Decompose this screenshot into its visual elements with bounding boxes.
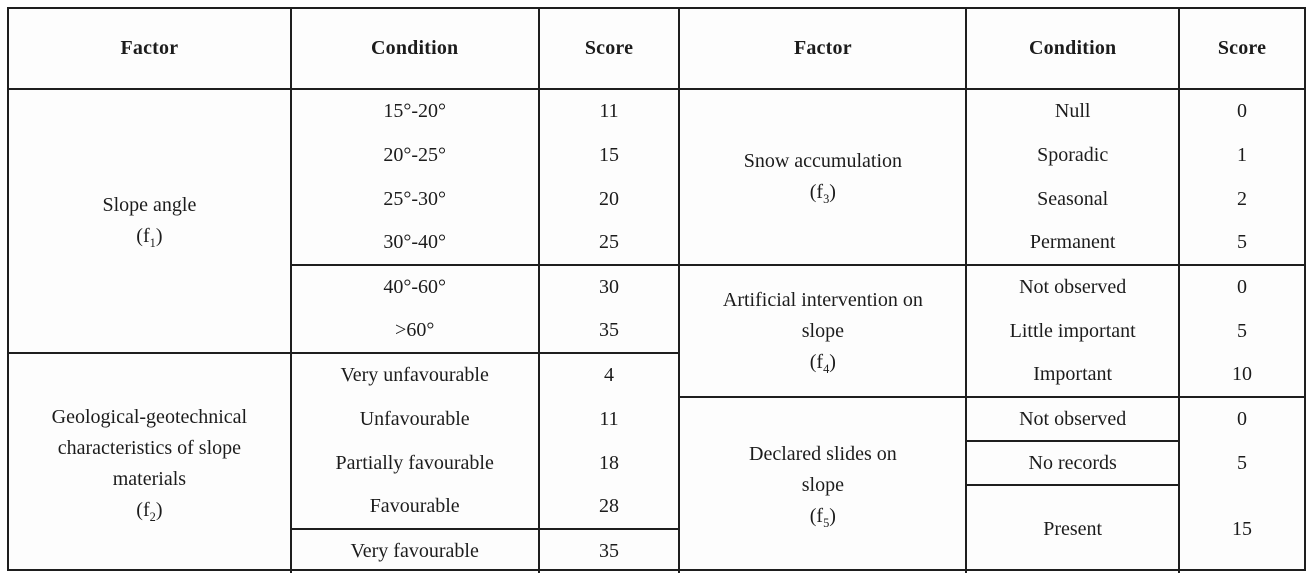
factor-symbol: (f5) [809,505,836,530]
condition-cell: Null [965,89,1180,133]
table-row: 30°-40° 25 [9,221,679,266]
score-cell: 2 [1178,177,1304,221]
score-cell: 11 [537,397,679,441]
score-cell: 20 [537,177,679,221]
condition-cell: Important [965,353,1180,398]
condition-cell: No records [965,441,1180,486]
factor-label: Snow accumulation (f3) [744,146,902,208]
score-cell: 1 [1178,133,1304,177]
factor-name: Artificial intervention on [722,288,923,311]
condition-cell: Not observed [965,265,1180,309]
condition-cell: 30°-40° [289,221,539,266]
table-row: 40°-60° 30 [9,265,679,309]
factor-cell-f1: Slope angle (f1) [9,89,291,354]
table-row: 25°-30° 20 [9,177,679,221]
score-cell: 0 [1178,397,1304,441]
condition-cell: Present [965,485,1180,573]
header-score: Score [1178,9,1304,90]
factor-label: Declared slides on slope (f5) [749,439,897,532]
condition-cell: Very favourable [289,529,539,573]
score-cell: 0 [1178,89,1304,133]
header-row: Factor Condition Score [679,9,1304,90]
header-factor: Factor [9,9,291,90]
table-row: Declared slides on slope (f5) Not observ… [679,397,1304,529]
score-cell: 0 [1178,265,1304,309]
header-score: Score [537,9,679,90]
score-cell: 30 [537,265,679,309]
factor-label: Geological-geotechnical characteristics … [52,402,247,526]
factor-cell-f2: Geological-geotechnical characteristics … [9,353,291,573]
condition-cell: Little important [965,309,1180,353]
header-condition: Condition [289,9,539,90]
score-cell: 25 [537,221,679,266]
right-table: Factor Condition Score Snow accumulation… [678,9,1304,573]
table-row: Permanent 5 [679,221,1304,266]
factor-cell-f5: Declared slides on slope (f5) [679,397,966,573]
score-cell: 11 [537,89,679,133]
table-row: Snow accumulation (f3) Null 0 [679,89,1304,266]
condition-cell: Unfavourable [289,397,539,441]
table-row: >60° 35 [9,309,679,354]
table-row: Sporadic 1 [679,133,1304,177]
score-cell: 5 [1178,441,1304,485]
score-cell: 15 [1178,485,1304,573]
condition-cell: 25°-30° [289,177,539,221]
table-row: Present 15 [679,485,1304,573]
score-cell: 5 [1178,221,1304,266]
factor-cell-f3: Snow accumulation (f3) [679,89,967,266]
table-row: Seasonal 2 [679,177,1304,221]
factor-name: Geological-geotechnical [51,405,248,428]
condition-cell: Not observed [965,397,1180,442]
factor-name: Snow accumulation [743,150,903,172]
score-cell: 28 [537,485,679,530]
condition-cell: Favourable [289,485,539,530]
factor-symbol: (f1) [136,225,163,250]
table-row: No records 5 [679,441,1304,486]
score-cell: 18 [537,441,679,485]
factor-symbol: (f4) [809,350,836,376]
condition-cell: 40°-60° [289,265,539,309]
header-factor: Factor [679,9,967,90]
factor-name: Slope angle [102,194,197,216]
factor-scoring-table: Factor Condition Score Slope angle (f1) … [7,7,1306,573]
condition-cell: >60° [289,309,539,354]
left-table: Factor Condition Score Slope angle (f1) … [9,9,679,573]
table-row: Important 10 [679,353,1304,398]
factor-name: Declared slides on [749,443,897,465]
condition-cell: 20°-25° [289,133,539,177]
factor-cell-f4: Artificial intervention on slope (f4) [679,265,967,398]
condition-cell: Sporadic [965,133,1180,177]
condition-cell: Permanent [965,221,1180,266]
factor-label: Slope angle (f1) [102,190,196,252]
table-row: 20°-25° 15 [9,133,679,177]
score-cell: 10 [1178,353,1304,398]
table-row: Slope angle (f1) 15°-20° 11 [9,89,679,354]
table-row: Partially favourable 18 [9,441,679,485]
factor-symbol: (f2) [136,498,163,524]
table-row: Geological-geotechnical characteristics … [9,353,679,523]
table-row: Favourable 28 [9,485,679,530]
table-row: Little important 5 [679,309,1304,353]
header-condition: Condition [965,9,1180,90]
table-row: Artificial intervention on slope (f4) No… [679,265,1304,398]
condition-cell: Partially favourable [289,441,539,485]
condition-cell: Very unfavourable [289,353,539,397]
condition-cell: 15°-20° [289,89,539,133]
table-row: Unfavourable 11 [9,397,679,441]
table-row: Very favourable 35 [9,529,679,573]
factor-symbol: (f3) [809,181,836,206]
score-cell: 4 [537,353,679,397]
score-cell: 35 [537,309,679,354]
header-row: Factor Condition Score [9,9,679,90]
score-cell: 35 [537,529,679,573]
score-cell: 5 [1178,309,1304,353]
factor-label: Artificial intervention on slope (f4) [723,285,923,378]
score-cell: 15 [537,133,679,177]
condition-cell: Seasonal [965,177,1180,221]
